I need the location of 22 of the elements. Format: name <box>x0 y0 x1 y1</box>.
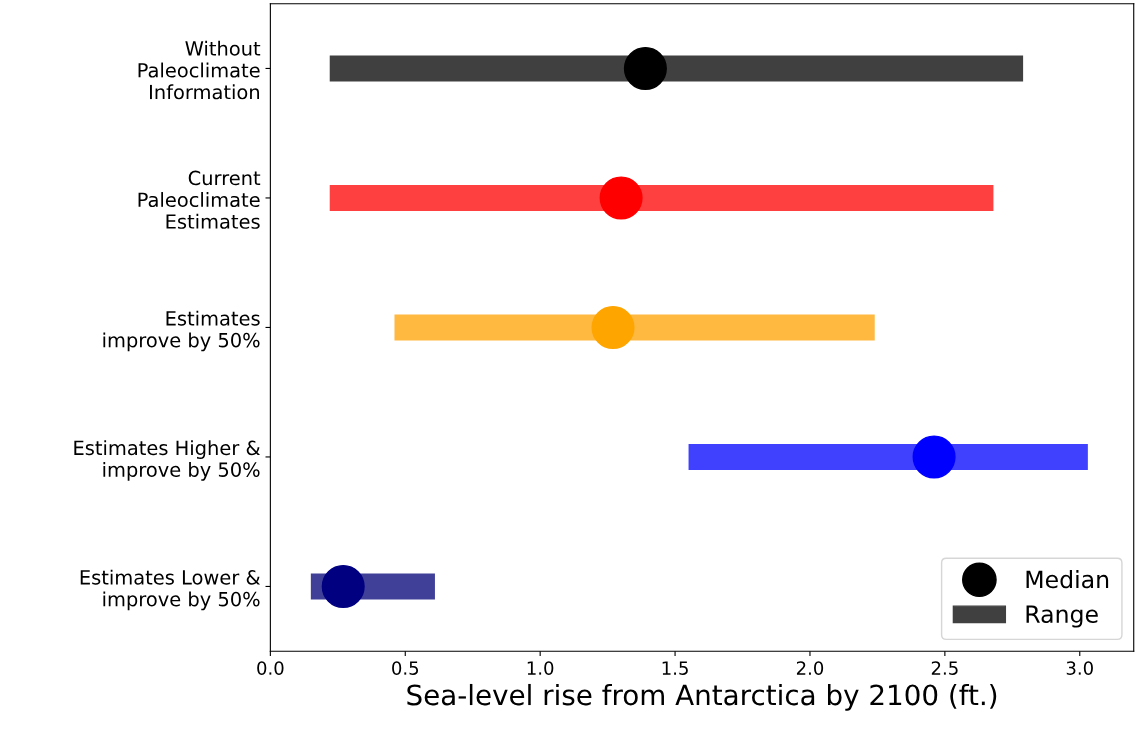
x-axis-title: Sea-level rise from Antarctica by 2100 (ft.) <box>407 683 997 711</box>
point <box>591 305 635 349</box>
y-tick-label: Estimates Higher & improve by 50% <box>74 440 261 481</box>
y-tick-label: Current Paleoclimate Estimates <box>138 170 261 229</box>
y-tick-label: Estimates improve by 50% <box>103 310 260 352</box>
x-tick-label: 0.5 <box>392 661 419 675</box>
x-tick-label: 2.5 <box>931 661 958 675</box>
x-tick-label: 1.0 <box>527 661 554 675</box>
x-tick-label: 3.0 <box>1066 661 1093 675</box>
bar <box>329 55 1024 82</box>
y-tick-label: Without Paleoclimate Information <box>138 40 261 100</box>
point <box>599 176 643 220</box>
legend-label: Median <box>1026 570 1109 589</box>
point <box>912 435 956 479</box>
x-tick-label: 2.0 <box>796 661 824 675</box>
point <box>321 564 365 608</box>
y-tick-label: Estimates Lower & improve by 50% <box>80 569 261 611</box>
x-tick-label: 1.5 <box>662 661 688 675</box>
legend-label: Range <box>1026 605 1098 628</box>
point <box>623 46 667 90</box>
bar <box>329 185 994 211</box>
x-tick-label: 0.0 <box>257 661 284 675</box>
